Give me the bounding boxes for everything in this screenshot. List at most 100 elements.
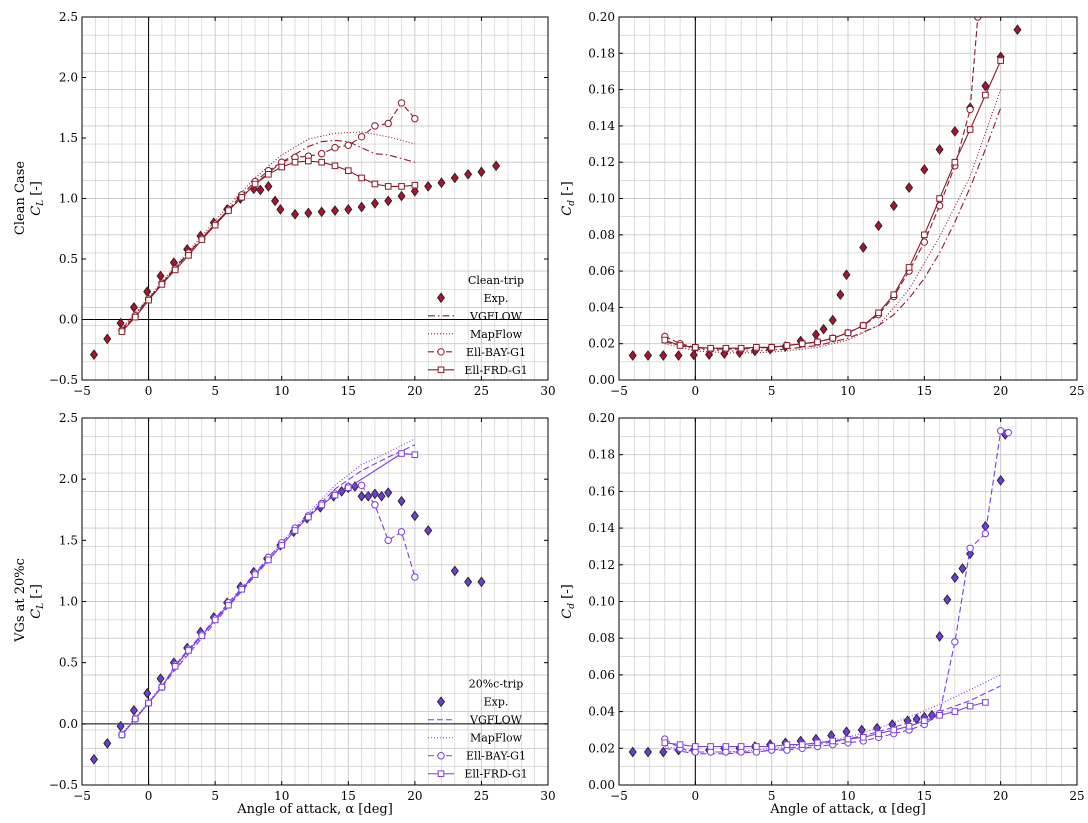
- data-point: [1004, 428, 1012, 437]
- legend-marker: [436, 292, 446, 304]
- y-axis-label: CL [-]: [29, 584, 46, 619]
- x-tick-label: 15: [341, 789, 356, 803]
- x-tick-label: 25: [1069, 384, 1084, 398]
- y-tick-label: 0.06: [588, 668, 615, 682]
- y-tick-label: 0.20: [588, 411, 615, 425]
- legend-marker: [437, 348, 445, 356]
- data-point: [330, 205, 339, 216]
- x-tick-label: 20: [407, 384, 422, 398]
- data-point: [225, 601, 232, 609]
- data-point: [238, 585, 246, 593]
- data-point: [264, 181, 273, 192]
- data-point: [943, 594, 952, 606]
- data-point: [143, 687, 152, 699]
- data-point: [411, 181, 419, 189]
- data-point: [131, 715, 139, 723]
- data-point: [707, 743, 714, 750]
- data-point: [171, 663, 179, 670]
- data-point: [842, 726, 851, 738]
- data-point: [950, 125, 959, 137]
- legend-label: Exp.: [484, 696, 509, 709]
- data-point: [722, 344, 730, 352]
- data-point: [811, 329, 820, 340]
- x-tick-label: −5: [610, 789, 628, 803]
- data-point: [981, 529, 990, 538]
- y-tick-label: 1.5: [59, 131, 78, 145]
- y-tick-label: 0.0: [59, 717, 78, 731]
- legend-label: MapFlow: [470, 732, 523, 745]
- legend-label: Ell-FRD-G1: [464, 768, 527, 781]
- data-point: [966, 544, 974, 552]
- x-tick-label: 25: [474, 384, 489, 398]
- data-point: [397, 99, 406, 107]
- data-point: [874, 220, 883, 232]
- data-point: [278, 541, 286, 549]
- y-tick-label: 0.5: [59, 252, 78, 266]
- y-tick-label: 0.04: [588, 705, 615, 719]
- x-tick-label: 10: [274, 384, 289, 398]
- data-point: [331, 491, 339, 499]
- y-tick-label: 0.16: [588, 484, 615, 498]
- chart-clean-cd: −5 0 5 10 15 20 25 0.00 0.02 0.04 0.06 0.08 0.10 0.12…: [560, 10, 1085, 398]
- x-tick-label: 5: [211, 789, 219, 803]
- y-tick-label: −0.5: [49, 373, 78, 387]
- data-point: [836, 289, 845, 301]
- data-point: [384, 195, 393, 207]
- data-point: [981, 80, 990, 92]
- data-point: [304, 207, 313, 219]
- data-point: [357, 490, 366, 502]
- data-point: [398, 450, 405, 457]
- data-point: [628, 350, 637, 361]
- legend-label: Ell-BAY-G1: [466, 750, 526, 763]
- x-tick-label: −5: [73, 384, 91, 398]
- data-point: [358, 174, 365, 182]
- y-tick-label: 0.02: [588, 337, 615, 351]
- data-point: [129, 705, 138, 716]
- data-point: [905, 264, 913, 271]
- legend-title: Clean-trip: [468, 274, 524, 287]
- data-point: [291, 527, 299, 534]
- data-point: [798, 340, 806, 347]
- data-point: [357, 481, 366, 489]
- data-point: [643, 350, 653, 361]
- data-point: [129, 302, 138, 313]
- row-title-clean: Clean Case: [13, 161, 28, 235]
- data-point: [185, 647, 192, 654]
- data-point: [384, 536, 392, 545]
- data-point: [185, 252, 192, 259]
- x-tick-label: 0: [145, 384, 153, 398]
- data-point: [291, 158, 299, 166]
- data-point: [265, 171, 272, 178]
- y-axis-label: Cd [-]: [560, 181, 577, 215]
- data-point: [331, 143, 339, 152]
- data-point: [103, 333, 112, 345]
- data-point: [357, 201, 366, 213]
- y-tick-label: 0.04: [588, 300, 615, 314]
- y-tick-label: 0.12: [588, 155, 615, 169]
- plot-area: [89, 438, 486, 765]
- y-tick-label: 0.02: [588, 741, 615, 755]
- data-point: [859, 242, 868, 253]
- y-tick-label: 0.10: [588, 192, 615, 206]
- data-point: [676, 741, 684, 748]
- data-point: [921, 717, 928, 725]
- data-point: [814, 739, 821, 747]
- data-point: [371, 180, 379, 188]
- data-point: [116, 720, 125, 732]
- legend-label: MapFlow: [470, 328, 523, 341]
- y-tick-label: 0.14: [588, 119, 615, 133]
- data-point: [450, 172, 459, 184]
- data-point: [661, 739, 669, 747]
- y-axis-label: Cd [-]: [560, 584, 577, 618]
- x-tick-label: 20: [407, 789, 422, 803]
- data-point: [145, 296, 152, 304]
- data-point: [411, 573, 419, 581]
- data-point: [464, 576, 473, 588]
- data-point: [798, 741, 806, 748]
- data-point: [397, 528, 406, 536]
- data-point: [889, 200, 898, 212]
- data-point: [371, 501, 379, 509]
- data-point: [951, 638, 959, 646]
- y-tick-label: 1.0: [59, 595, 78, 609]
- series-exp-: [89, 481, 486, 765]
